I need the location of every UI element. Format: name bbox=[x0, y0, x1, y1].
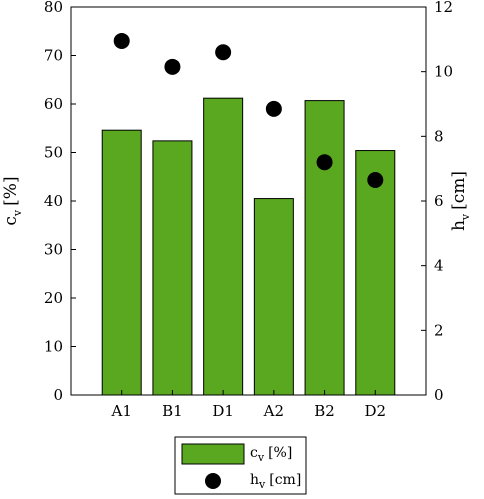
x-tick-label-D1: D1 bbox=[212, 402, 234, 420]
right-axis: 0 2 4 6 8 10 12 bbox=[421, 0, 453, 404]
x-tick-label-B2: B2 bbox=[314, 402, 335, 420]
point-B1 bbox=[164, 58, 181, 75]
point-D2 bbox=[367, 171, 384, 188]
x-axis: A1 B1 D1 A2 B2 D2 bbox=[111, 390, 386, 420]
bar-B1 bbox=[152, 140, 193, 396]
bar-A1 bbox=[101, 129, 142, 396]
legend-entry-scatter-unit: [cm] bbox=[269, 472, 301, 488]
bar-D2 bbox=[355, 150, 396, 396]
legend-entry-bar-unit: [%] bbox=[268, 445, 292, 461]
x-tick-label-A2: A2 bbox=[263, 402, 284, 420]
legend-entry-scatter: hv [cm] bbox=[250, 472, 301, 491]
left-axis-title-sub: v bbox=[11, 209, 24, 217]
x-tick-label-A1: A1 bbox=[111, 402, 132, 420]
left-tick-label-40: 40 bbox=[44, 192, 63, 210]
right-axis-title-unit: [cm] bbox=[449, 171, 469, 210]
right-tick-label-0: 0 bbox=[434, 386, 444, 404]
point-B2 bbox=[316, 154, 333, 171]
left-axis-title: cv [%] bbox=[1, 176, 24, 225]
legend-entry-scatter-main: h bbox=[250, 472, 259, 488]
left-tick-label-80: 80 bbox=[44, 0, 63, 16]
left-tick-label-20: 20 bbox=[44, 289, 63, 307]
x-tick-label-D2: D2 bbox=[364, 402, 386, 420]
legend-entry-bar-main: c bbox=[250, 445, 258, 461]
right-tick-label-2: 2 bbox=[434, 321, 444, 339]
scatter-series bbox=[113, 32, 384, 188]
point-D1 bbox=[215, 44, 232, 61]
left-tick-label-0: 0 bbox=[53, 386, 63, 404]
right-axis-title-sub: v bbox=[459, 213, 472, 221]
left-tick-label-50: 50 bbox=[44, 144, 63, 162]
legend: cv [%] hv [cm] bbox=[174, 436, 307, 495]
right-tick-label-4: 4 bbox=[434, 257, 444, 275]
bar-B2 bbox=[304, 100, 345, 396]
left-axis: 0 10 20 30 40 50 60 70 80 bbox=[44, 0, 76, 404]
legend-entry-bar-sub: v bbox=[257, 451, 265, 464]
x-tick-label-B1: B1 bbox=[162, 402, 183, 420]
legend-scatter-marker bbox=[205, 473, 221, 489]
left-axis-title-unit: [%] bbox=[1, 176, 21, 205]
point-A1 bbox=[113, 32, 130, 49]
right-tick-label-10: 10 bbox=[434, 63, 453, 81]
bar-series bbox=[101, 97, 396, 396]
legend-entry-bar: cv [%] bbox=[250, 445, 292, 464]
left-tick-label-70: 70 bbox=[44, 47, 63, 65]
right-tick-label-8: 8 bbox=[434, 127, 444, 145]
right-axis-title-main: h bbox=[449, 220, 469, 231]
right-tick-label-12: 12 bbox=[434, 0, 453, 16]
bar-D1 bbox=[203, 97, 244, 396]
left-axis-title-main: c bbox=[1, 216, 21, 226]
left-tick-label-30: 30 bbox=[44, 241, 63, 259]
point-A2 bbox=[265, 100, 282, 117]
legend-entry-scatter-sub: v bbox=[258, 478, 266, 491]
right-tick-label-6: 6 bbox=[434, 192, 444, 210]
legend-bar-swatch bbox=[181, 443, 245, 465]
right-axis-title: hv [cm] bbox=[449, 171, 472, 231]
left-tick-label-10: 10 bbox=[44, 338, 63, 356]
bar-A2 bbox=[253, 198, 294, 396]
left-tick-label-60: 60 bbox=[44, 95, 63, 113]
